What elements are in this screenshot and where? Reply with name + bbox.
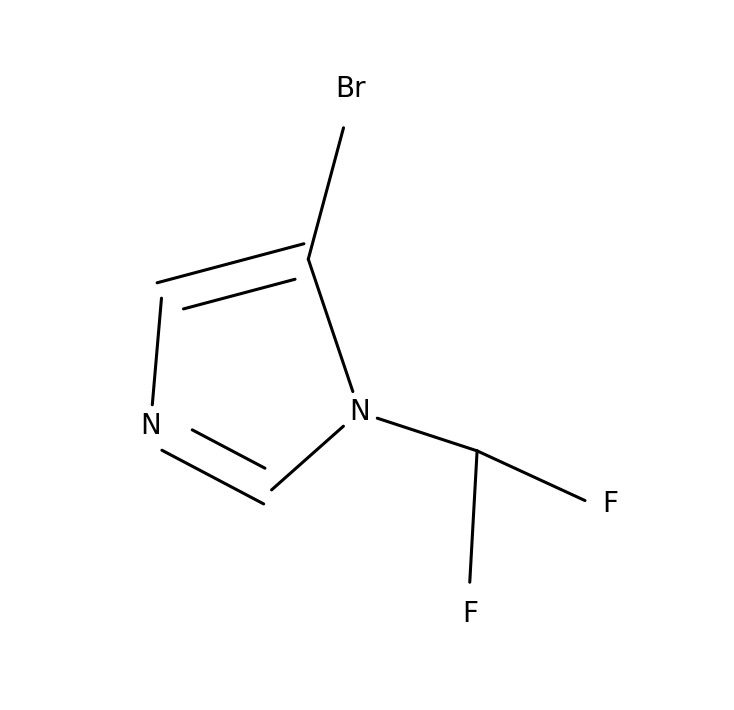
Text: N: N <box>140 412 161 440</box>
Text: N: N <box>349 398 370 426</box>
Text: Br: Br <box>335 75 366 103</box>
Text: F: F <box>602 490 618 518</box>
Text: F: F <box>462 600 478 628</box>
